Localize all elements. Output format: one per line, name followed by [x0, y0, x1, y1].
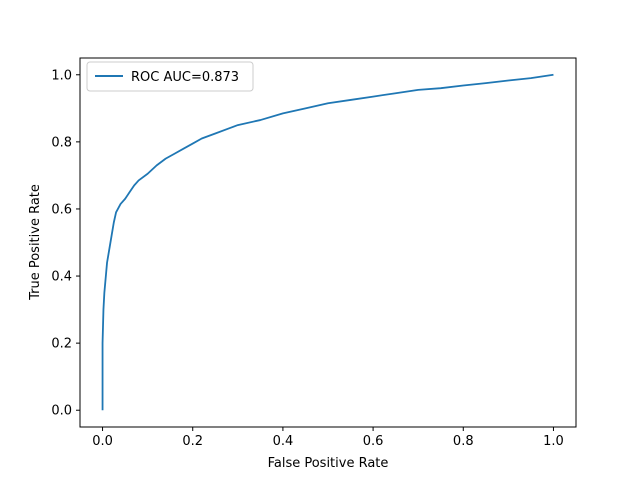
series-layer — [101, 73, 554, 411]
x-axis-label: False Positive Rate — [268, 456, 389, 471]
x-tick-label: 0.4 — [273, 434, 294, 449]
roc-curve-line — [101, 73, 554, 411]
plot-area — [79, 57, 577, 428]
x-tick-label: 0.2 — [182, 434, 203, 449]
x-tick-label: 0.6 — [363, 434, 384, 449]
legend-label: ROC AUC=0.873 — [131, 70, 239, 85]
x-axis-ticks: 0.0 0.2 0.4 0.6 0.8 1.0 — [92, 427, 564, 449]
y-tick-label: 0.4 — [51, 270, 72, 285]
y-axis-label: True Positive Rate — [28, 184, 43, 301]
legend-frame — [86, 61, 254, 92]
axes-frame — [79, 57, 577, 428]
x-tick-label: 0.0 — [92, 434, 113, 449]
y-tick-label: 0.6 — [51, 202, 72, 217]
y-axis-ticks: 0.0 0.2 0.4 0.6 0.8 1.0 — [51, 68, 80, 419]
y-tick-label: 0.8 — [51, 135, 72, 150]
x-tick-label: 0.8 — [453, 434, 474, 449]
y-tick-label: 0.2 — [51, 337, 72, 352]
legend: ROC AUC=0.873 — [86, 61, 254, 92]
y-tick-label: 0.0 — [51, 404, 72, 419]
y-tick-label: 1.0 — [51, 68, 72, 83]
x-tick-label: 1.0 — [543, 434, 564, 449]
